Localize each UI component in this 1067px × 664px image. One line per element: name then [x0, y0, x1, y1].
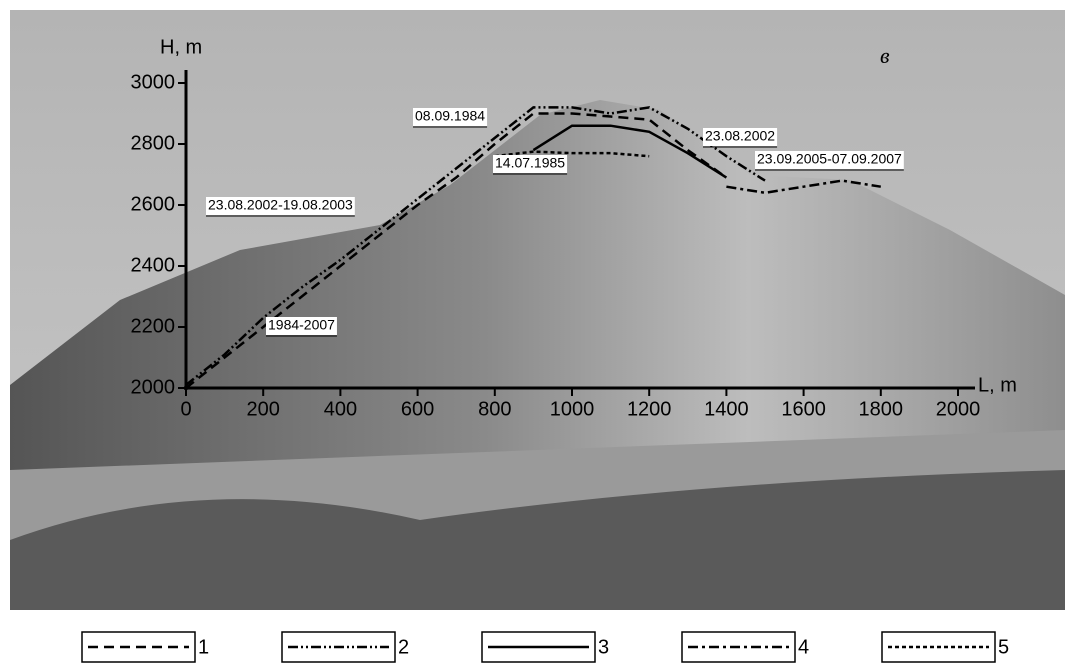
x-tick-label: 200	[247, 398, 280, 420]
legend-label: 3	[598, 636, 609, 658]
y-tick-label: 2200	[131, 315, 176, 337]
photo-background	[10, 10, 1065, 610]
x-tick-label: 800	[478, 398, 511, 420]
annotation: 1984-2007	[268, 317, 335, 333]
legend-label: 2	[398, 636, 409, 658]
x-tick-label: 1200	[627, 398, 672, 420]
y-tick-label: 2400	[131, 254, 176, 276]
annotation: 08.09.1984	[415, 108, 485, 124]
annotation: 23.08.2002	[705, 128, 775, 144]
x-tick-label: 1800	[859, 398, 904, 420]
x-axis-label: L, m	[978, 374, 1017, 396]
figure: в H, m L, m 2000220024002600280030000200…	[0, 0, 1067, 664]
y-tick-label: 2600	[131, 193, 176, 215]
x-tick-label: 1000	[550, 398, 595, 420]
x-tick-label: 0	[180, 398, 191, 420]
panel-label: в	[880, 43, 890, 68]
y-tick-label: 2800	[131, 132, 176, 154]
legend-label: 5	[998, 636, 1009, 658]
annotation: 23.08.2002-19.08.2003	[208, 197, 353, 213]
x-tick-label: 1400	[704, 398, 749, 420]
legend-label: 4	[798, 636, 809, 658]
annotation: 23.09.2005-07.09.2007	[757, 151, 902, 167]
x-tick-label: 600	[401, 398, 434, 420]
x-tick-label: 2000	[936, 398, 981, 420]
annotation: 14.07.1985	[495, 155, 565, 171]
y-tick-label: 2000	[131, 376, 176, 398]
y-axis-label: H, m	[160, 36, 202, 58]
legend-label: 1	[198, 636, 209, 658]
x-tick-label: 400	[324, 398, 357, 420]
y-tick-label: 3000	[131, 71, 176, 93]
x-tick-label: 1600	[781, 398, 826, 420]
